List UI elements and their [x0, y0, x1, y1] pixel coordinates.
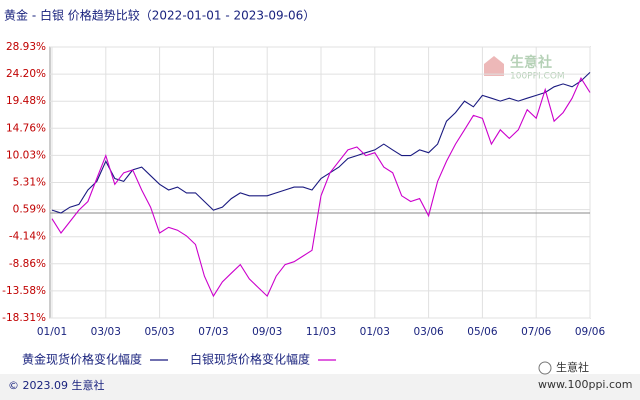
y-tick-label: 24.20% [6, 68, 46, 80]
chart-title: 黄金 - 白银 价格趋势比较（2022-01-01 - 2023-09-06） [4, 8, 315, 23]
series-line [51, 72, 591, 214]
x-tick-label: 03/06 [413, 326, 444, 338]
watermark-icon [484, 56, 504, 76]
x-tick-label: 03/03 [91, 326, 121, 338]
x-tick-label: 09/03 [252, 326, 282, 338]
x-tick-label: 07/03 [198, 326, 228, 338]
y-tick-label: 5.31% [13, 177, 46, 189]
x-tick-label: 09/06 [575, 326, 606, 338]
series-line [51, 77, 591, 298]
x-tick-label: 05/06 [467, 326, 498, 338]
watermark-url: 100PPI.COM [510, 72, 565, 82]
brand-icon [538, 361, 552, 375]
y-tick-label: 28.93% [6, 41, 46, 53]
y-tick-label: 19.48% [6, 95, 46, 107]
watermark-text: 生意社 [510, 54, 552, 71]
watermark: 生意社 100PPI.COM [484, 54, 565, 82]
x-tick-label: 01/01 [37, 326, 67, 338]
footer: © 2023.09 生意社 [8, 378, 104, 392]
y-tick-label: -13.58% [2, 285, 46, 297]
x-tick-label: 05/03 [144, 326, 174, 338]
y-tick-label: -4.14% [9, 231, 46, 243]
legend-label: 黄金现货价格变化幅度 [22, 352, 142, 367]
y-tick-label: 0.59% [13, 204, 46, 216]
footer-bar [0, 374, 640, 400]
y-tick-label: 14.76% [6, 122, 46, 134]
x-tick-label: 07/06 [521, 326, 552, 338]
y-tick-label: -8.86% [9, 258, 46, 270]
x-tick-label: 01/03 [360, 326, 390, 338]
x-tick-label: 11/03 [306, 326, 336, 338]
legend-label: 白银现货价格变化幅度 [190, 352, 310, 367]
y-tick-label: -18.31% [2, 312, 46, 324]
y-tick-label: 10.03% [6, 149, 46, 161]
brand-url: www.100ppi.com [538, 378, 632, 391]
brand: 生意社 [556, 360, 589, 374]
